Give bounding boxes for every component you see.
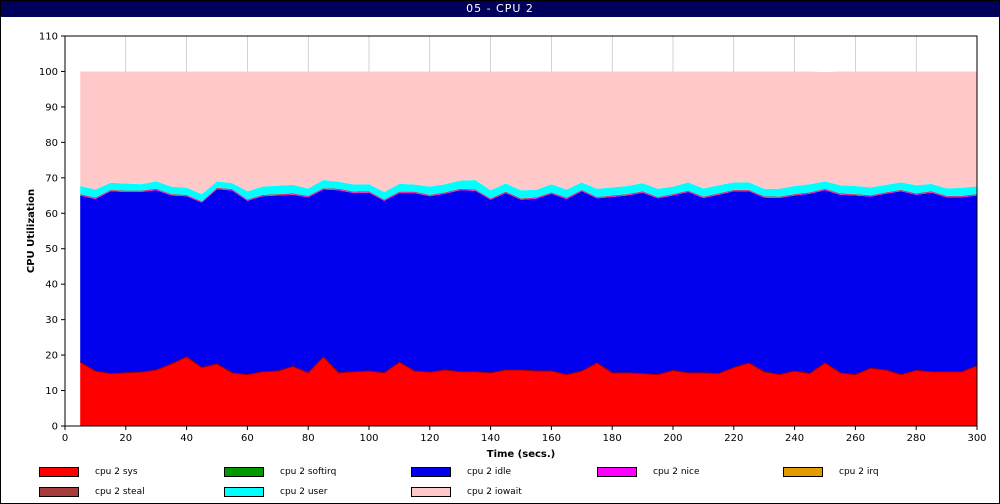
- legend-item-softirq: cpu 2 softirq: [224, 467, 336, 479]
- x-tick-label-260: 260: [846, 433, 865, 444]
- x-tick-label-160: 160: [542, 433, 561, 444]
- x-tick-label-60: 60: [241, 433, 254, 444]
- y-tick-label-10: 10: [45, 386, 58, 397]
- x-tick-label-100: 100: [359, 433, 378, 444]
- legend-item-iowait: cpu 2 iowait: [411, 487, 522, 499]
- window-title: 05 - CPU 2: [1, 1, 999, 17]
- legend-swatch-irq: [783, 467, 823, 477]
- legend-item-nice: cpu 2 nice: [597, 467, 700, 479]
- legend-item-user: cpu 2 user: [224, 487, 327, 499]
- x-tick-label-220: 220: [724, 433, 743, 444]
- x-tick-label-180: 180: [603, 433, 622, 444]
- legend-label-steal: cpu 2 steal: [95, 487, 145, 497]
- legend: cpu 2 sys cpu 2 softirq cpu 2 idle cpu 2…: [1, 463, 999, 503]
- legend-swatch-nice: [597, 467, 637, 477]
- legend-label-sys: cpu 2 sys: [95, 467, 138, 477]
- legend-item-sys: cpu 2 sys: [39, 467, 138, 479]
- y-tick-label-20: 20: [45, 351, 58, 362]
- sys-edge-line: [79, 356, 978, 376]
- legend-swatch-iowait: [411, 487, 451, 497]
- x-tick-label-200: 200: [663, 433, 682, 444]
- y-tick-label-40: 40: [45, 280, 58, 291]
- legend-label-idle: cpu 2 idle: [467, 467, 512, 477]
- x-tick-label-240: 240: [785, 433, 804, 444]
- x-tick-label-0: 0: [62, 433, 68, 444]
- x-tick-label-300: 300: [967, 433, 986, 444]
- y-tick-label-70: 70: [45, 173, 58, 184]
- x-tick-label-40: 40: [180, 433, 193, 444]
- legend-item-idle: cpu 2 idle: [411, 467, 511, 479]
- legend-swatch-steal: [39, 487, 79, 497]
- legend-swatch-softirq: [224, 467, 264, 477]
- plot-border: [64, 35, 978, 427]
- legend-label-irq: cpu 2 irq: [839, 467, 879, 477]
- y-tick-label-90: 90: [45, 102, 58, 113]
- legend-label-iowait: cpu 2 iowait: [467, 487, 522, 497]
- legend-swatch-idle: [411, 467, 451, 477]
- legend-item-irq: cpu 2 irq: [783, 467, 879, 479]
- x-tick-label-140: 140: [481, 433, 500, 444]
- x-axis-label: Time (secs.): [487, 449, 556, 460]
- area-idle: [80, 189, 977, 375]
- legend-swatch-sys: [39, 467, 79, 477]
- y-tick-label-100: 100: [39, 67, 58, 78]
- legend-label-user: cpu 2 user: [280, 487, 328, 497]
- y-tick-label-110: 110: [39, 32, 58, 43]
- x-tick-label-280: 280: [907, 433, 926, 444]
- x-tick-label-80: 80: [302, 433, 315, 444]
- y-tick-label-30: 30: [45, 315, 58, 326]
- x-tick-label-20: 20: [119, 433, 132, 444]
- x-tick-label-120: 120: [420, 433, 439, 444]
- legend-label-softirq: cpu 2 softirq: [280, 467, 337, 477]
- area-user: [80, 179, 977, 202]
- y-tick-label-80: 80: [45, 138, 58, 149]
- legend-label-nice: cpu 2 nice: [653, 467, 700, 477]
- legend-swatch-user: [224, 487, 264, 497]
- y-axis-label: CPU Utilization: [26, 189, 37, 273]
- area-iowait: [80, 71, 977, 195]
- cpu-utilization-chart: 0 10 20 30 40 50 60 70 80 90 100 110 0 20 40 60 80 100 120…: [26, 32, 987, 461]
- legend-item-steal: cpu 2 steal: [39, 487, 145, 499]
- y-tick-label-0: 0: [52, 422, 58, 433]
- y-tick-label-60: 60: [45, 209, 58, 220]
- area-sys: [80, 356, 977, 426]
- y-tick-label-50: 50: [45, 244, 58, 255]
